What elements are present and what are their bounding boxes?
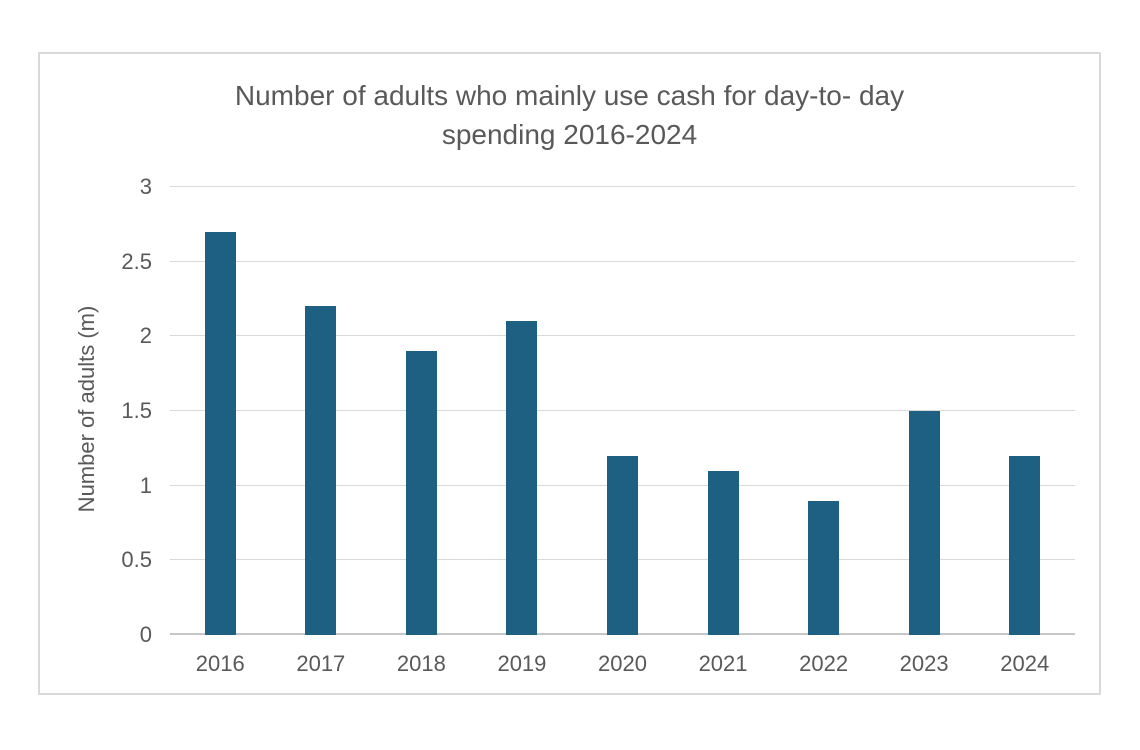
y-axis-title-text: Number of adults (m) <box>74 305 99 513</box>
y-tick-label-1.5: 1.5 <box>121 398 152 423</box>
chart-title-line-1: Number of adults who mainly use cash for… <box>234 80 905 111</box>
x-tick-label-2023: 2023 <box>899 651 949 676</box>
x-tick-label-2020: 2020 <box>598 651 647 676</box>
gridline-2 <box>170 335 1075 337</box>
y-tick-label-0.5: 0.5 <box>121 547 152 573</box>
bar-2020 <box>607 455 638 635</box>
bar-2021 <box>707 470 739 635</box>
y-tick-label-2.5: 2.5 <box>121 248 152 274</box>
bar-2023 <box>908 411 940 635</box>
bar-2017 <box>305 306 337 635</box>
x-tick-label-2016: 2016 <box>195 651 245 676</box>
x-tick-label-2017: 2017 <box>296 651 346 676</box>
x-tick-label-2021: 2021 <box>698 651 748 676</box>
gridline-3 <box>170 186 1075 187</box>
x-tick-label-2019: 2019 <box>497 651 547 676</box>
bar-2019 <box>506 321 538 635</box>
chart-title-line-2: spending 2016-2024 <box>441 119 698 150</box>
bar-2016 <box>204 231 236 635</box>
chart-title: Number of adults who mainly use cash for… <box>40 76 1099 154</box>
y-tick-label-2: 2 <box>139 323 152 349</box>
bar-2024 <box>1009 455 1041 635</box>
bar-2022 <box>808 500 840 635</box>
gridline-1.5 <box>170 410 1075 411</box>
x-tick-label-2024: 2024 <box>1000 651 1050 676</box>
chart-frame: Number of adults who mainly use cash for… <box>38 52 1101 695</box>
bar-2018 <box>405 351 437 635</box>
y-tick-label-0: 0 <box>139 622 152 647</box>
x-tick-label-2022: 2022 <box>799 651 849 676</box>
y-tick-label-3: 3 <box>139 174 152 199</box>
x-tick-label-2018: 2018 <box>396 651 446 676</box>
y-tick-label-1: 1 <box>139 472 152 498</box>
plot-area: 0 0.5 1 1.5 2 2.5 3 2016 2017 2018 2019 2020 2021 202… <box>121 176 1075 676</box>
gridline-2.5 <box>170 260 1075 262</box>
